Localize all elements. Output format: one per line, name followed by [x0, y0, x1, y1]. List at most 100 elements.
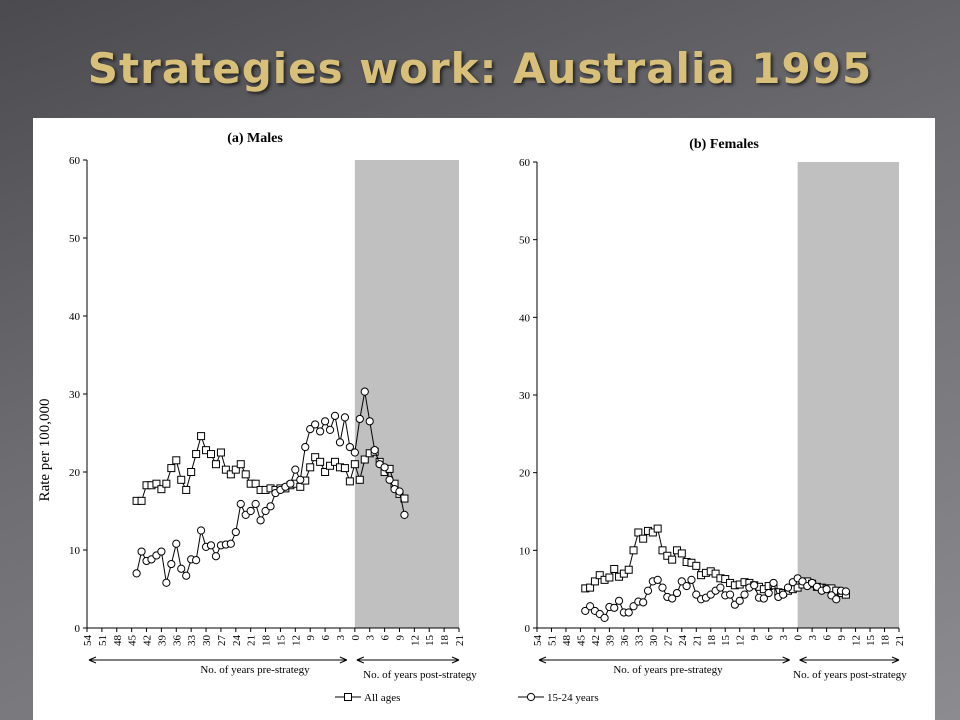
x-tick-label: 12	[290, 635, 302, 646]
x-tick-label: 27	[662, 635, 674, 647]
marker-circle	[246, 506, 255, 516]
y-tick-label: 0	[525, 623, 531, 635]
marker-circle	[296, 475, 305, 484]
x-tick-label: 36	[171, 635, 183, 647]
marker-circle	[841, 587, 851, 596]
x-tick-label: 36	[619, 635, 631, 647]
x-tick-label: 3	[335, 635, 347, 641]
y-tick-label: 20	[519, 468, 531, 480]
x-tick-label: 54	[82, 635, 94, 647]
marker-circle	[360, 387, 369, 396]
marker-circle	[653, 575, 662, 584]
marker-circle	[206, 541, 216, 550]
marker-square	[157, 485, 166, 494]
x-tick-label: 15	[865, 635, 877, 647]
x-tick-label: 15	[424, 635, 436, 647]
marker-square	[668, 555, 677, 564]
marker-square	[182, 485, 191, 494]
arrow-head	[88, 656, 348, 664]
x-tick-label: 24	[677, 635, 689, 647]
x-tick-label: 9	[394, 635, 406, 641]
marker-circle	[658, 583, 667, 592]
marker-square	[610, 564, 619, 573]
marker-square	[629, 546, 638, 555]
x-tick-label: 51	[97, 635, 109, 646]
y-tick-label: 10	[69, 545, 81, 557]
marker-square	[331, 457, 339, 466]
shaded-region	[354, 160, 459, 628]
marker-circle	[211, 552, 221, 561]
marker-square	[653, 524, 662, 533]
x-tick-label: 0	[793, 635, 805, 641]
marker-circle	[320, 417, 330, 426]
marker-square	[624, 565, 633, 574]
marker-circle	[172, 539, 181, 548]
marker-circle	[167, 559, 176, 569]
x-tick-label: 30	[648, 635, 660, 647]
marker-circle	[370, 446, 379, 455]
marker-circle	[335, 438, 345, 447]
shaded-region	[797, 162, 899, 628]
y-tick-label: 0	[75, 623, 81, 635]
x-tick-label: 42	[590, 635, 602, 646]
x-tick-label: 18	[439, 635, 451, 647]
marker-circle	[226, 539, 235, 548]
x-tick-label: 54	[532, 635, 544, 647]
x-tick-label: 21	[454, 635, 466, 646]
x-tick-label: 39	[604, 635, 616, 647]
x-tick-label: 21	[246, 635, 258, 646]
marker-circle	[182, 571, 191, 580]
x-tick-label: 48	[112, 635, 124, 647]
x-tick-label: 33	[186, 635, 198, 647]
marker-circle	[132, 569, 141, 578]
marker-square	[360, 455, 369, 464]
marker-square	[167, 464, 176, 473]
x-tick-label: 0	[350, 635, 362, 641]
x-tick-label: 18	[706, 635, 718, 647]
x-tick-label: 6	[822, 635, 834, 641]
x-tick-label: 27	[216, 635, 228, 647]
marker-square	[711, 569, 720, 578]
marker-circle	[759, 594, 768, 603]
marker-square	[605, 573, 614, 582]
x-tick-label: 9	[305, 635, 317, 641]
marker-square	[595, 571, 604, 580]
x-tick-label: 15	[720, 635, 732, 647]
x-tick-label: 30	[201, 635, 213, 647]
marker-circle	[672, 588, 682, 598]
marker-circle	[832, 595, 841, 604]
x-tick-label: 15	[275, 635, 287, 647]
marker-circle	[643, 586, 653, 595]
x-tick-label: 6	[764, 635, 776, 641]
marker-circle	[380, 463, 389, 472]
marker-circle	[687, 575, 696, 584]
marker-circle	[692, 590, 701, 599]
x-tick-label: 6	[380, 635, 392, 641]
marker-circle	[822, 585, 831, 594]
marker-square	[236, 460, 245, 469]
chart-title: (b) Females	[689, 137, 759, 152]
marker-circle	[764, 588, 773, 598]
marker-circle	[769, 578, 778, 588]
pre-strategy-label: No. of years pre-strategy	[200, 664, 310, 676]
marker-circle	[624, 608, 633, 617]
x-tick-label: 9	[749, 635, 761, 641]
marker-square	[677, 549, 686, 558]
marker-square	[306, 463, 315, 472]
marker-square	[197, 432, 206, 441]
marker-circle	[291, 465, 300, 474]
marker-square	[692, 561, 701, 570]
marker-circle	[400, 510, 409, 519]
marker-circle	[325, 425, 335, 434]
marker-circle	[585, 602, 595, 611]
marker-circle	[682, 581, 691, 591]
x-tick-label: 45	[127, 635, 139, 647]
marker-square	[177, 475, 186, 484]
marker-square	[311, 453, 320, 462]
marker-circle	[256, 516, 265, 525]
marker-circle	[162, 578, 171, 587]
marker-circle	[614, 596, 624, 605]
marker-square	[152, 479, 161, 488]
marker-square	[137, 496, 146, 505]
marker-square	[172, 456, 181, 465]
